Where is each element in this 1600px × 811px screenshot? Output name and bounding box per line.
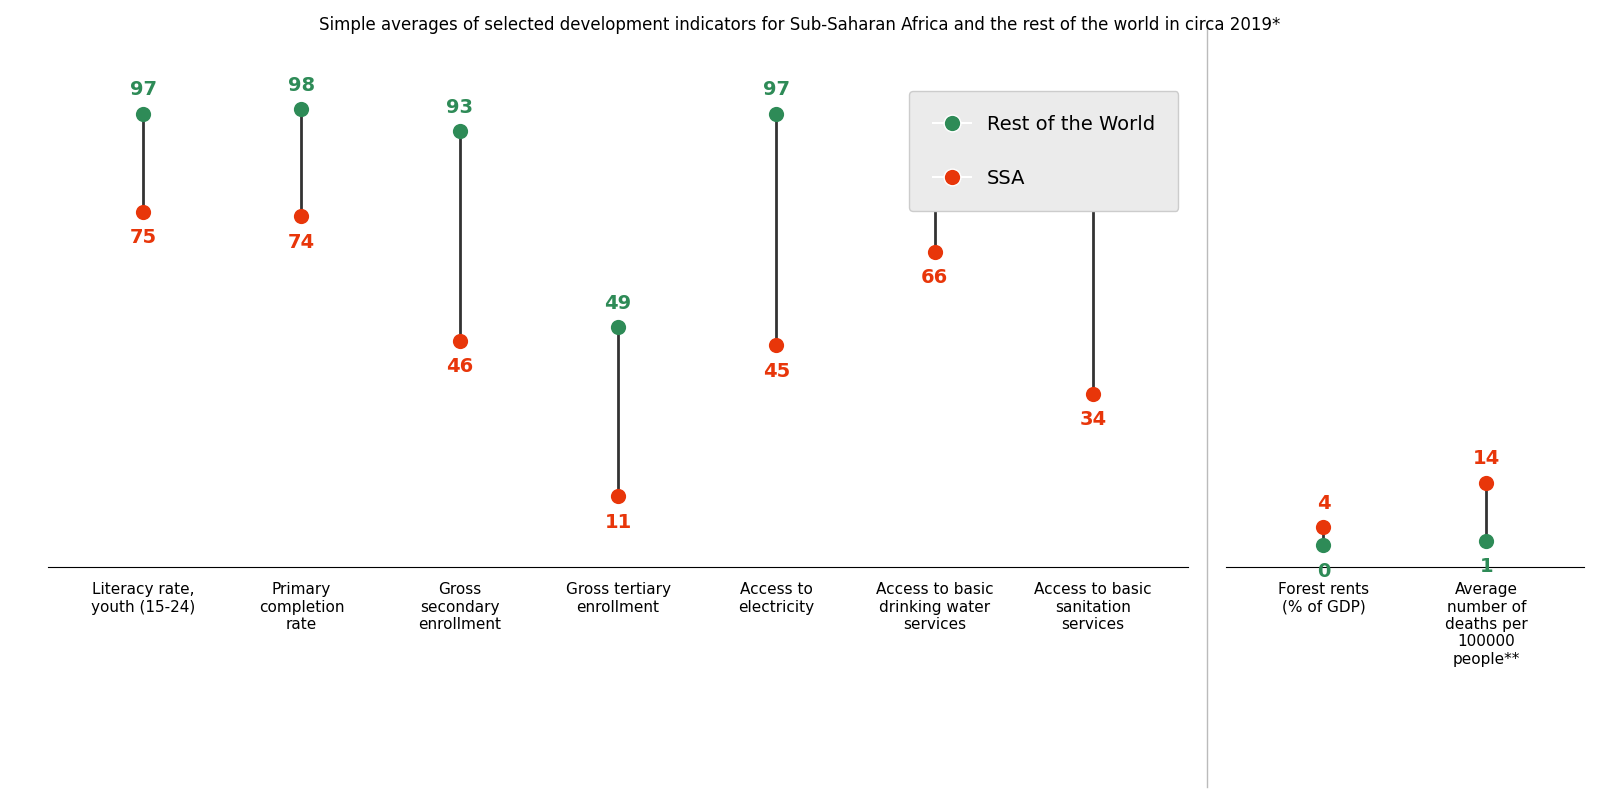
Text: 74: 74 bbox=[288, 232, 315, 251]
Point bbox=[922, 246, 947, 259]
Text: 34: 34 bbox=[1080, 410, 1107, 429]
Point bbox=[605, 490, 630, 503]
Point bbox=[446, 126, 472, 139]
Point bbox=[922, 122, 947, 135]
Point bbox=[605, 321, 630, 334]
Point bbox=[1474, 477, 1499, 490]
Text: 1: 1 bbox=[1480, 556, 1493, 576]
Text: Simple averages of selected development indicators for Sub-Saharan Africa and th: Simple averages of selected development … bbox=[320, 16, 1280, 34]
Text: 86: 86 bbox=[1080, 129, 1107, 148]
Text: 75: 75 bbox=[130, 228, 157, 247]
Text: 0: 0 bbox=[1317, 561, 1330, 580]
Text: 97: 97 bbox=[763, 80, 790, 99]
Legend: Rest of the World, SSA: Rest of the World, SSA bbox=[909, 92, 1179, 212]
Text: 94: 94 bbox=[922, 93, 949, 112]
Point bbox=[130, 206, 155, 219]
Text: 66: 66 bbox=[922, 268, 949, 287]
Text: 97: 97 bbox=[130, 80, 157, 99]
Text: 45: 45 bbox=[763, 361, 790, 380]
Text: 46: 46 bbox=[446, 357, 474, 375]
Text: 93: 93 bbox=[446, 98, 474, 117]
Text: 4: 4 bbox=[1317, 493, 1330, 513]
Point bbox=[130, 108, 155, 121]
Text: 11: 11 bbox=[605, 513, 632, 531]
Text: 49: 49 bbox=[605, 294, 632, 312]
Point bbox=[288, 104, 314, 117]
Point bbox=[1080, 157, 1106, 169]
Point bbox=[1080, 388, 1106, 401]
Point bbox=[763, 339, 789, 352]
Point bbox=[288, 210, 314, 223]
Point bbox=[1474, 534, 1499, 547]
Text: 14: 14 bbox=[1472, 448, 1499, 468]
Point bbox=[1310, 521, 1336, 534]
Text: 98: 98 bbox=[288, 75, 315, 95]
Point bbox=[1310, 539, 1336, 552]
Point bbox=[446, 335, 472, 348]
Point bbox=[763, 108, 789, 121]
